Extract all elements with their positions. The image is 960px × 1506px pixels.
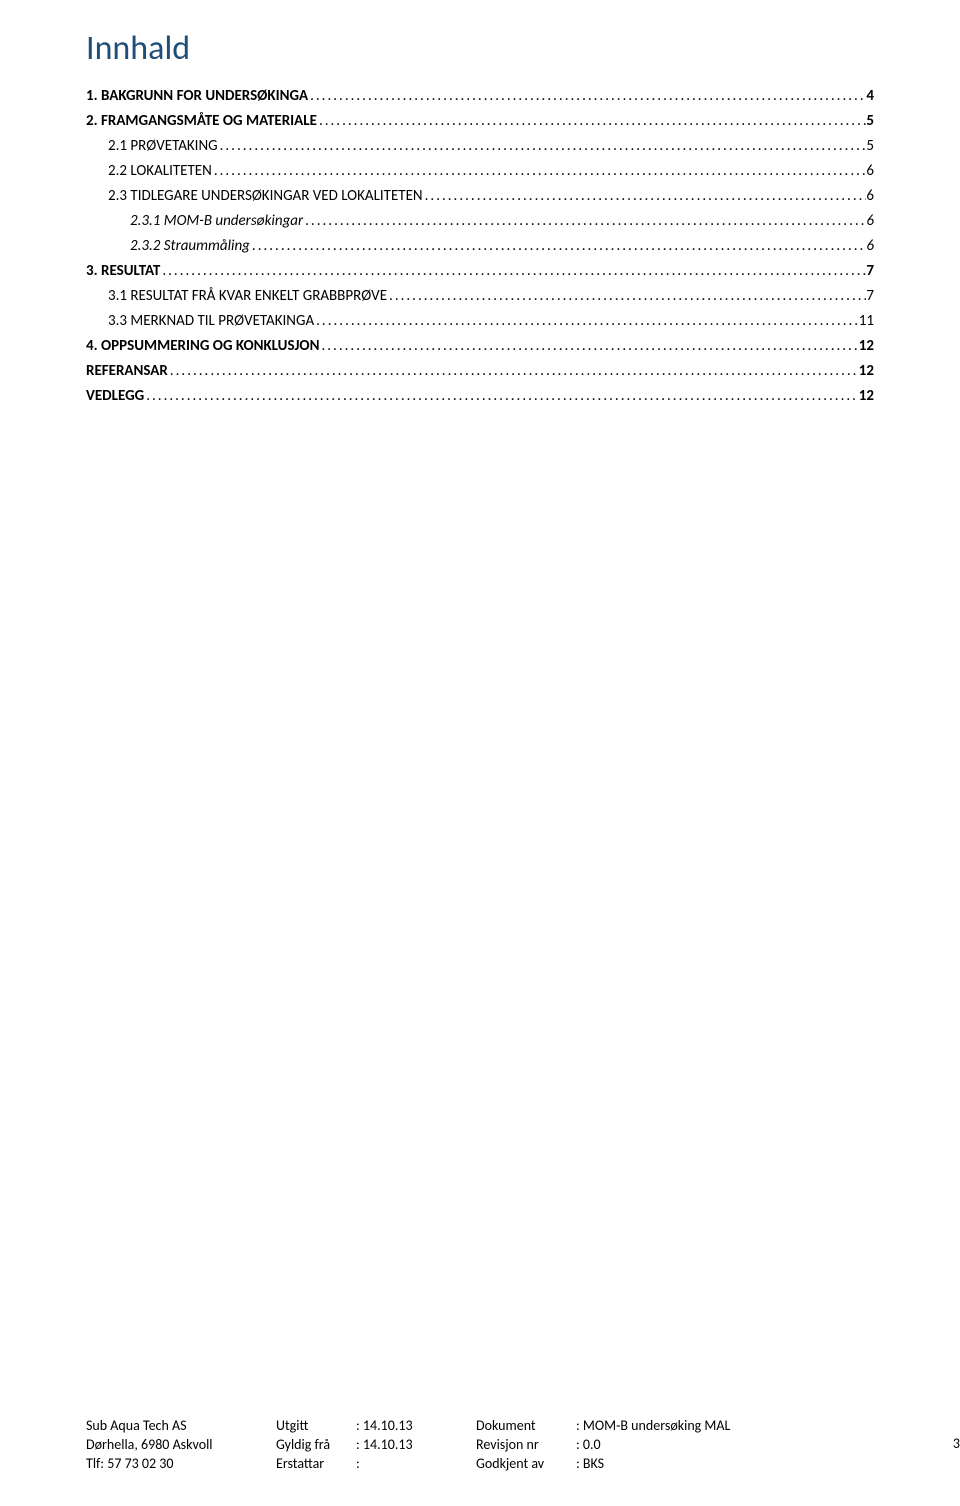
toc-leader-dots xyxy=(144,387,859,405)
toc-row: 2.3 TIDLEGARE UNDERSØKINGAR VED LOKALITE… xyxy=(86,187,874,205)
footer-utgitt-label: Utgitt xyxy=(276,1417,356,1434)
toc-leader-dots xyxy=(319,337,858,355)
toc-row: 3.3 MERKNAD TIL PRØVETAKINGA 11 xyxy=(86,312,874,330)
footer-erstattar-label: Erstattar xyxy=(276,1455,356,1472)
toc-page: 5 xyxy=(866,137,874,155)
toc-label: 2.3 TIDLEGARE UNDERSØKINGAR VED LOKALITE… xyxy=(108,187,423,205)
toc-page: 6 xyxy=(866,162,874,180)
toc-page: 7 xyxy=(866,287,874,305)
toc-label: 4. OPPSUMMERING OG KONKLUSJON xyxy=(86,337,319,355)
toc-label: 1. BAKGRUNN FOR UNDERSØKINGA xyxy=(86,87,308,105)
footer-erstattar-value: : xyxy=(356,1455,476,1472)
toc-row: 3. RESULTAT 7 xyxy=(86,262,874,280)
toc-row: 4. OPPSUMMERING OG KONKLUSJON 12 xyxy=(86,337,874,355)
toc-page: 5 xyxy=(866,112,874,130)
toc-leader-dots xyxy=(168,362,859,380)
toc-leader-dots xyxy=(160,262,866,280)
toc-leader-dots xyxy=(218,137,867,155)
toc-row: 2.1 PRØVETAKING 5 xyxy=(86,137,874,155)
toc-leader-dots xyxy=(212,162,867,180)
footer-phone: Tlf: 57 73 02 30 xyxy=(86,1455,276,1472)
page-number: 3 xyxy=(953,1435,960,1452)
toc-row: VEDLEGG 12 xyxy=(86,387,874,405)
toc-label: 2.2 LOKALITETEN xyxy=(108,162,212,180)
toc-page: 12 xyxy=(859,387,874,405)
footer-dokument-label: Dokument xyxy=(476,1417,576,1434)
toc-row: REFERANSAR 12 xyxy=(86,362,874,380)
footer-godkjent-label: Godkjent av xyxy=(476,1455,576,1472)
footer-gyldig-label: Gyldig frå xyxy=(276,1436,356,1453)
toc-page: 6 xyxy=(866,187,874,205)
footer-gyldig-value: : 14.10.13 xyxy=(356,1436,476,1453)
toc-leader-dots xyxy=(317,112,866,130)
toc-row: 2.3.1 MOM-B undersøkingar 6 xyxy=(86,212,874,230)
footer-revisjon-label: Revisjon nr xyxy=(476,1436,576,1453)
table-of-contents: 1. BAKGRUNN FOR UNDERSØKINGA 4 2. FRAMGANG… xyxy=(86,87,874,405)
toc-leader-dots xyxy=(250,237,866,255)
footer-company: Sub Aqua Tech AS xyxy=(86,1417,276,1434)
toc-leader-dots xyxy=(303,212,866,230)
footer-utgitt-value: : 14.10.13 xyxy=(356,1417,476,1434)
toc-leader-dots xyxy=(423,187,867,205)
toc-leader-dots xyxy=(308,87,866,105)
toc-page: 7 xyxy=(866,262,874,280)
toc-page: 6 xyxy=(866,237,874,255)
toc-label: REFERANSAR xyxy=(86,362,168,380)
toc-row: 2. FRAMGANGSMÅTE OG MATERIALE 5 xyxy=(86,112,874,130)
toc-leader-dots xyxy=(387,287,866,305)
toc-label: 2. FRAMGANGSMÅTE OG MATERIALE xyxy=(86,112,317,130)
toc-label: VEDLEGG xyxy=(86,387,144,405)
footer-revisjon-value: : 0.0 xyxy=(576,1436,874,1453)
footer-address: Dørhella, 6980 Askvoll xyxy=(86,1436,276,1453)
toc-label: 2.3.2 Straummåling xyxy=(130,237,250,255)
toc-label: 3. RESULTAT xyxy=(86,262,160,280)
footer-dokument-value: : MOM-B undersøking MAL xyxy=(576,1417,874,1434)
toc-label: 2.1 PRØVETAKING xyxy=(108,137,218,155)
toc-page: 6 xyxy=(866,212,874,230)
toc-page: 4 xyxy=(866,87,874,105)
toc-page: 12 xyxy=(859,337,874,355)
toc-label: 3.3 MERKNAD TIL PRØVETAKINGA xyxy=(108,312,314,330)
toc-row: 3.1 RESULTAT FRÅ KVAR ENKELT GRABBPRØVE 7 xyxy=(86,287,874,305)
toc-label: 3.1 RESULTAT FRÅ KVAR ENKELT GRABBPRØVE xyxy=(108,287,387,305)
footer-godkjent-value: : BKS xyxy=(576,1455,874,1472)
toc-row: 1. BAKGRUNN FOR UNDERSØKINGA 4 xyxy=(86,87,874,105)
toc-row: 2.3.2 Straummåling 6 xyxy=(86,237,874,255)
toc-row: 2.2 LOKALITETEN 6 xyxy=(86,162,874,180)
toc-label: 2.3.1 MOM-B undersøkingar xyxy=(130,212,303,230)
toc-leader-dots xyxy=(314,312,859,330)
footer: Sub Aqua Tech AS Utgitt : 14.10.13 Dokum… xyxy=(86,1417,874,1472)
toc-page: 12 xyxy=(859,362,874,380)
page-title: Innhald xyxy=(86,28,874,69)
toc-page: 11 xyxy=(859,312,874,330)
